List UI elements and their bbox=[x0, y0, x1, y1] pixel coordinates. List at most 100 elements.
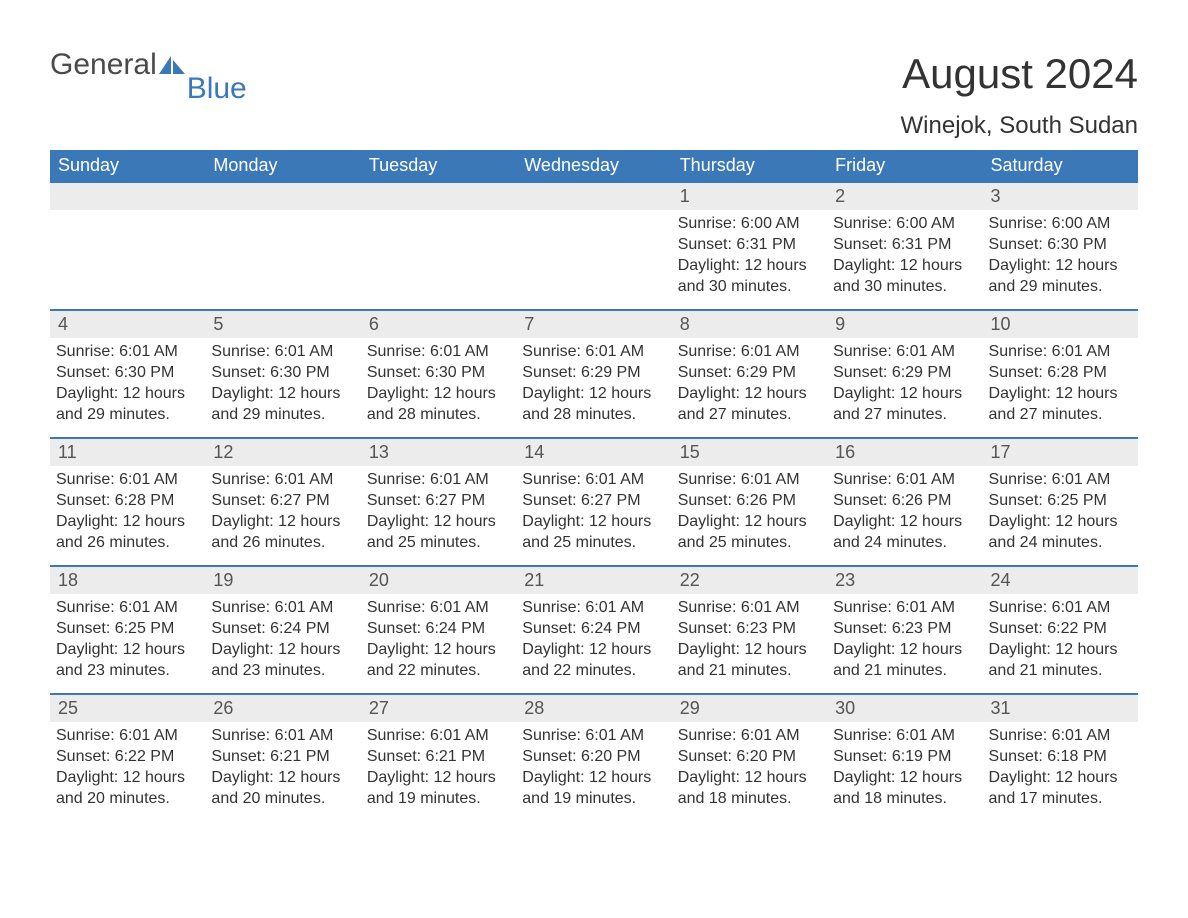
day-cell: 31Sunrise: 6:01 AMSunset: 6:18 PMDayligh… bbox=[983, 695, 1138, 821]
weekday-header: Tuesday bbox=[361, 150, 516, 181]
sunset-text: Sunset: 6:30 PM bbox=[56, 363, 199, 384]
weekday-header: Monday bbox=[205, 150, 360, 181]
sunset-text: Sunset: 6:30 PM bbox=[211, 363, 354, 384]
daylight-text: Daylight: 12 hours bbox=[211, 512, 354, 533]
sunrise-text: Sunrise: 6:01 AM bbox=[367, 598, 510, 619]
day-body: Sunrise: 6:01 AMSunset: 6:24 PMDaylight:… bbox=[205, 594, 360, 689]
daylight-text: Daylight: 12 hours bbox=[522, 384, 665, 405]
week-row: 11Sunrise: 6:01 AMSunset: 6:28 PMDayligh… bbox=[50, 437, 1138, 565]
weekday-header: Sunday bbox=[50, 150, 205, 181]
day-body bbox=[50, 210, 205, 222]
daylight-text: and 18 minutes. bbox=[678, 789, 821, 810]
daylight-text: Daylight: 12 hours bbox=[833, 768, 976, 789]
day-cell: 27Sunrise: 6:01 AMSunset: 6:21 PMDayligh… bbox=[361, 695, 516, 821]
sunset-text: Sunset: 6:22 PM bbox=[56, 747, 199, 768]
daylight-text: Daylight: 12 hours bbox=[211, 768, 354, 789]
day-cell: 12Sunrise: 6:01 AMSunset: 6:27 PMDayligh… bbox=[205, 439, 360, 565]
sunset-text: Sunset: 6:31 PM bbox=[678, 235, 821, 256]
day-number: 27 bbox=[361, 695, 516, 722]
day-number: 3 bbox=[983, 183, 1138, 210]
day-number: 5 bbox=[205, 311, 360, 338]
sunset-text: Sunset: 6:24 PM bbox=[211, 619, 354, 640]
day-body: Sunrise: 6:01 AMSunset: 6:27 PMDaylight:… bbox=[205, 466, 360, 561]
daylight-text: Daylight: 12 hours bbox=[989, 256, 1132, 277]
sunset-text: Sunset: 6:27 PM bbox=[522, 491, 665, 512]
day-cell: 6Sunrise: 6:01 AMSunset: 6:30 PMDaylight… bbox=[361, 311, 516, 437]
sunrise-text: Sunrise: 6:01 AM bbox=[989, 342, 1132, 363]
sunset-text: Sunset: 6:31 PM bbox=[833, 235, 976, 256]
weekday-header: Friday bbox=[827, 150, 982, 181]
day-number: 7 bbox=[516, 311, 671, 338]
daylight-text: Daylight: 12 hours bbox=[833, 384, 976, 405]
weekday-header: Wednesday bbox=[516, 150, 671, 181]
day-body: Sunrise: 6:01 AMSunset: 6:28 PMDaylight:… bbox=[50, 466, 205, 561]
daylight-text: and 24 minutes. bbox=[989, 533, 1132, 554]
day-number: . bbox=[361, 183, 516, 210]
daylight-text: and 29 minutes. bbox=[211, 405, 354, 426]
daylight-text: Daylight: 12 hours bbox=[833, 512, 976, 533]
daylight-text: Daylight: 12 hours bbox=[989, 768, 1132, 789]
day-body: Sunrise: 6:01 AMSunset: 6:26 PMDaylight:… bbox=[827, 466, 982, 561]
weekday-header-row: SundayMondayTuesdayWednesdayThursdayFrid… bbox=[50, 150, 1138, 181]
daylight-text: Daylight: 12 hours bbox=[367, 384, 510, 405]
day-number: 14 bbox=[516, 439, 671, 466]
day-number: 24 bbox=[983, 567, 1138, 594]
daylight-text: and 22 minutes. bbox=[367, 661, 510, 682]
sunset-text: Sunset: 6:28 PM bbox=[989, 363, 1132, 384]
day-number: 17 bbox=[983, 439, 1138, 466]
sunset-text: Sunset: 6:22 PM bbox=[989, 619, 1132, 640]
sunrise-text: Sunrise: 6:01 AM bbox=[989, 726, 1132, 747]
daylight-text: Daylight: 12 hours bbox=[367, 640, 510, 661]
weekday-header: Thursday bbox=[672, 150, 827, 181]
daylight-text: Daylight: 12 hours bbox=[56, 512, 199, 533]
daylight-text: Daylight: 12 hours bbox=[678, 256, 821, 277]
sunrise-text: Sunrise: 6:01 AM bbox=[367, 342, 510, 363]
sunset-text: Sunset: 6:27 PM bbox=[211, 491, 354, 512]
day-number: 19 bbox=[205, 567, 360, 594]
day-cell: 2Sunrise: 6:00 AMSunset: 6:31 PMDaylight… bbox=[827, 183, 982, 309]
title-block: August 2024 bbox=[902, 50, 1138, 98]
daylight-text: and 28 minutes. bbox=[522, 405, 665, 426]
day-cell: 20Sunrise: 6:01 AMSunset: 6:24 PMDayligh… bbox=[361, 567, 516, 693]
day-number: 31 bbox=[983, 695, 1138, 722]
daylight-text: and 26 minutes. bbox=[56, 533, 199, 554]
day-cell: 25Sunrise: 6:01 AMSunset: 6:22 PMDayligh… bbox=[50, 695, 205, 821]
sunset-text: Sunset: 6:23 PM bbox=[833, 619, 976, 640]
sunrise-text: Sunrise: 6:01 AM bbox=[522, 342, 665, 363]
sunrise-text: Sunrise: 6:01 AM bbox=[211, 470, 354, 491]
sunset-text: Sunset: 6:29 PM bbox=[522, 363, 665, 384]
logo-text-blue: Blue bbox=[187, 72, 247, 105]
day-number: 6 bbox=[361, 311, 516, 338]
sunrise-text: Sunrise: 6:01 AM bbox=[211, 342, 354, 363]
sunrise-text: Sunrise: 6:01 AM bbox=[833, 726, 976, 747]
sunrise-text: Sunrise: 6:01 AM bbox=[833, 470, 976, 491]
day-number: . bbox=[205, 183, 360, 210]
sunrise-text: Sunrise: 6:01 AM bbox=[522, 470, 665, 491]
day-number: 12 bbox=[205, 439, 360, 466]
day-body: Sunrise: 6:01 AMSunset: 6:29 PMDaylight:… bbox=[516, 338, 671, 433]
sunset-text: Sunset: 6:28 PM bbox=[56, 491, 199, 512]
day-body: Sunrise: 6:01 AMSunset: 6:19 PMDaylight:… bbox=[827, 722, 982, 817]
daylight-text: and 22 minutes. bbox=[522, 661, 665, 682]
location-text: Winejok, South Sudan bbox=[50, 112, 1138, 140]
daylight-text: Daylight: 12 hours bbox=[367, 768, 510, 789]
day-cell: 14Sunrise: 6:01 AMSunset: 6:27 PMDayligh… bbox=[516, 439, 671, 565]
day-body: Sunrise: 6:00 AMSunset: 6:31 PMDaylight:… bbox=[672, 210, 827, 305]
day-cell: . bbox=[516, 183, 671, 309]
daylight-text: and 25 minutes. bbox=[522, 533, 665, 554]
day-body: Sunrise: 6:01 AMSunset: 6:30 PMDaylight:… bbox=[361, 338, 516, 433]
sunrise-text: Sunrise: 6:00 AM bbox=[678, 214, 821, 235]
day-number: 28 bbox=[516, 695, 671, 722]
day-cell: . bbox=[50, 183, 205, 309]
day-cell: 7Sunrise: 6:01 AMSunset: 6:29 PMDaylight… bbox=[516, 311, 671, 437]
sunset-text: Sunset: 6:20 PM bbox=[678, 747, 821, 768]
day-cell: 11Sunrise: 6:01 AMSunset: 6:28 PMDayligh… bbox=[50, 439, 205, 565]
daylight-text: and 21 minutes. bbox=[678, 661, 821, 682]
day-body: Sunrise: 6:00 AMSunset: 6:30 PMDaylight:… bbox=[983, 210, 1138, 305]
day-number: 15 bbox=[672, 439, 827, 466]
sunset-text: Sunset: 6:29 PM bbox=[833, 363, 976, 384]
sunset-text: Sunset: 6:27 PM bbox=[367, 491, 510, 512]
daylight-text: and 19 minutes. bbox=[522, 789, 665, 810]
day-body: Sunrise: 6:01 AMSunset: 6:23 PMDaylight:… bbox=[672, 594, 827, 689]
day-number: 13 bbox=[361, 439, 516, 466]
